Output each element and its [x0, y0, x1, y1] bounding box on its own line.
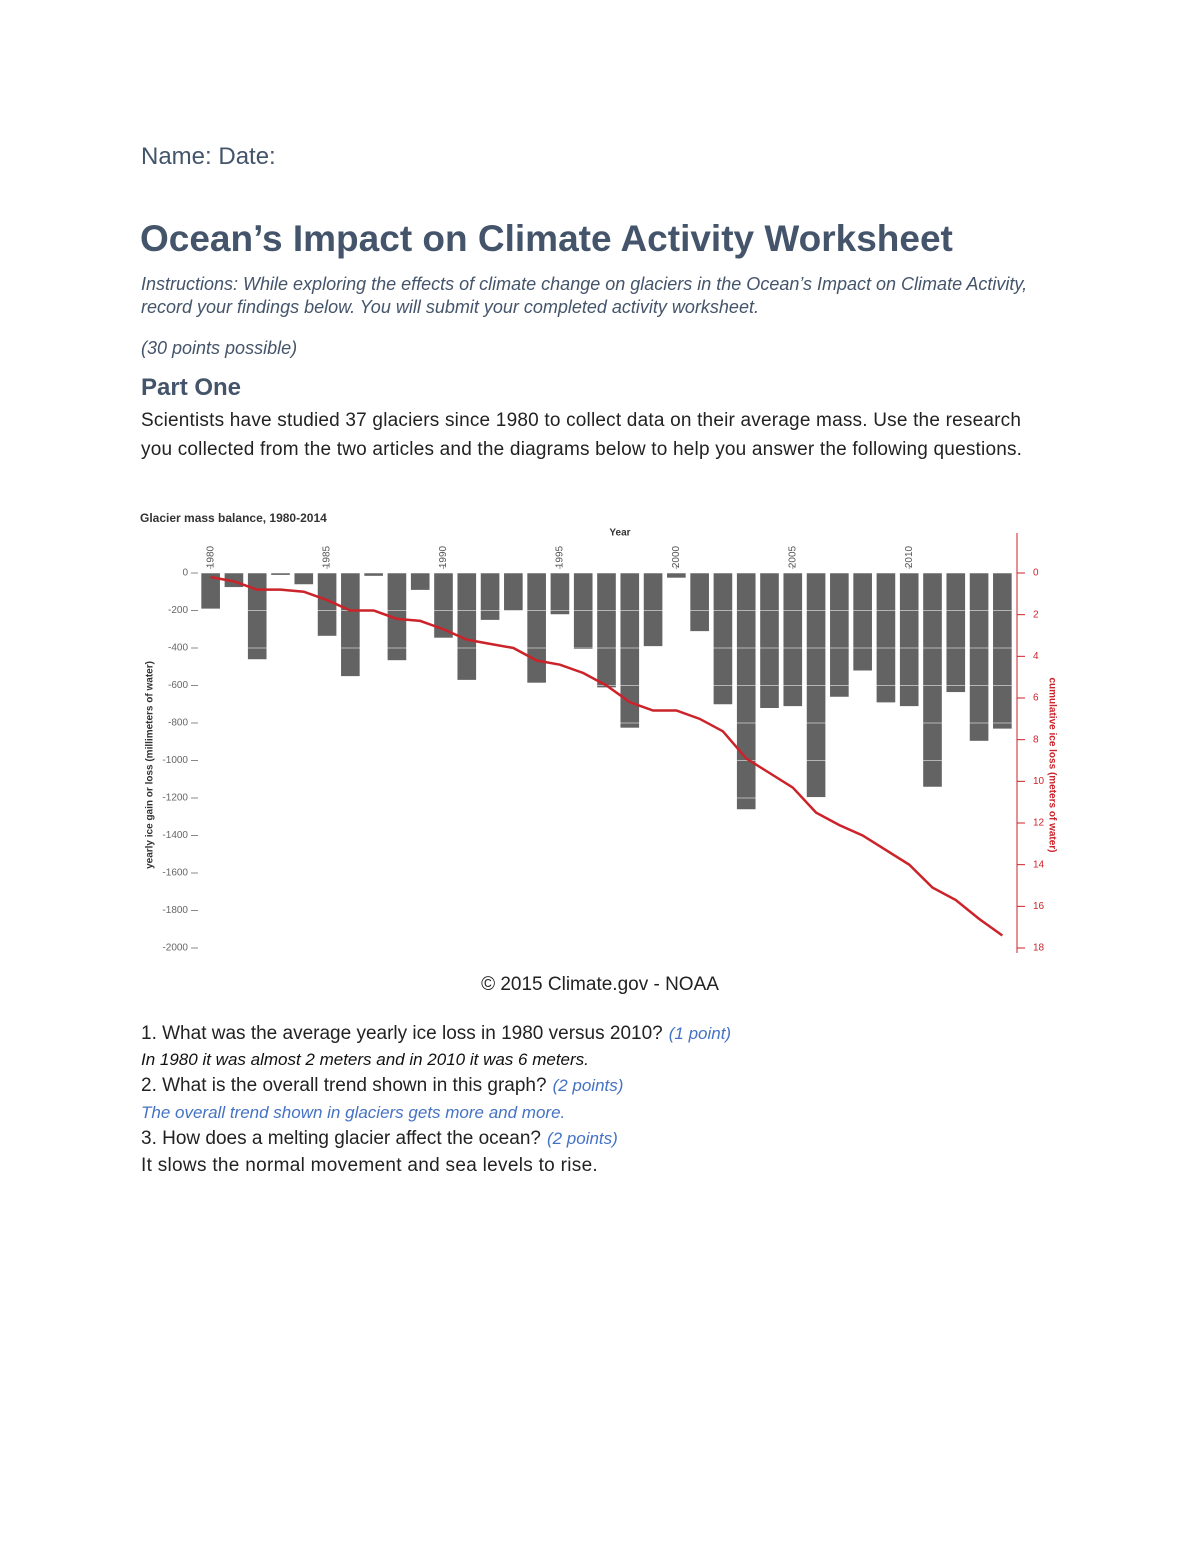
y-tick-label: -200: [168, 605, 188, 616]
x-tick-label: 1990: [438, 545, 449, 568]
bar: [713, 573, 733, 705]
bar: [783, 573, 803, 707]
bar: [573, 573, 593, 649]
y2-tick-label: 14: [1033, 859, 1045, 870]
bar: [736, 573, 756, 810]
bar: [667, 573, 686, 578]
points-possible: (30 points possible): [141, 338, 298, 358]
bar: [550, 573, 570, 615]
bar: [690, 573, 709, 632]
x-tick-label: 1980: [205, 545, 216, 568]
question-points: (2 points): [552, 1076, 624, 1095]
bar: [341, 573, 360, 677]
y2-tick-label: 2: [1033, 609, 1039, 620]
bar: [410, 573, 430, 590]
bar: [946, 573, 966, 693]
y2-tick-label: 8: [1033, 734, 1039, 745]
y-axis-title: yearly ice gain or loss (millimeters of …: [145, 661, 156, 869]
title: Ocean’s Impact on Climate Activity Works…: [140, 218, 953, 259]
question: 3. How does a melting glacier affect the…: [141, 1128, 618, 1150]
instructions: Instructions: While exploring the effect…: [141, 274, 1028, 317]
question: 1. What was the average yearly ice loss …: [141, 1023, 731, 1045]
y2-tick-label: 18: [1033, 943, 1045, 954]
y-tick-label: -1800: [162, 905, 188, 916]
bar: [620, 573, 640, 728]
bar: [830, 573, 849, 697]
question-text: 2. What is the overall trend shown in th…: [141, 1075, 547, 1096]
name-date: Name: Date:: [141, 143, 276, 170]
x-tick-label: 2000: [671, 545, 682, 568]
bar: [504, 573, 523, 611]
y2-tick-label: 16: [1033, 901, 1045, 912]
x-axis-title: Year: [609, 528, 630, 539]
paragraph: Scientists have studied 37 glaciers sinc…: [141, 410, 1023, 460]
answer: In 1980 it was almost 2 meters and in 20…: [141, 1050, 589, 1069]
bar: [294, 573, 314, 585]
answer: It slows the normal movement and sea lev…: [141, 1155, 599, 1176]
bar: [480, 573, 500, 620]
question-text: 3. How does a melting glacier affect the…: [141, 1128, 541, 1149]
question-text: 1. What was the average yearly ice loss …: [141, 1023, 663, 1044]
bar: [760, 573, 779, 708]
y-tick-label: -1200: [162, 793, 188, 804]
bar: [247, 573, 267, 660]
y2-axis-title: cumulative ice loss (meters of water): [1046, 677, 1057, 852]
bar: [364, 573, 383, 576]
bar: [271, 573, 290, 575]
chart: Glacier mass balance, 1980-2014 Year yearl…: [140, 511, 1057, 954]
section-heading: Part One: [141, 374, 242, 401]
bar: [457, 573, 477, 680]
bar: [806, 573, 826, 798]
y2-tick-label: 12: [1033, 818, 1045, 829]
y-tick-label: -1600: [162, 868, 188, 879]
caption: © 2015 Climate.gov - NOAA: [481, 974, 719, 995]
y-tick-label: -2000: [162, 943, 188, 954]
line: [210, 575, 1004, 937]
question: 2. What is the overall trend shown in th…: [141, 1075, 623, 1097]
y-tick-label: -600: [168, 680, 188, 691]
x-tick-label: 2010: [904, 545, 915, 568]
x-tick-label: 2005: [787, 545, 798, 568]
bar: [853, 573, 872, 671]
x-tick-label: 1995: [555, 545, 566, 568]
question-points: (1 point): [668, 1024, 732, 1043]
bar: [317, 573, 337, 636]
y-tick-label: -1400: [162, 830, 188, 841]
bar: [969, 573, 989, 741]
chart-title: Glacier mass balance, 1980-2014: [140, 511, 327, 525]
y2-tick-label: 0: [1033, 568, 1039, 579]
y2-tick-label: 6: [1033, 693, 1039, 704]
bar: [597, 573, 616, 688]
bar: [201, 573, 220, 609]
bar: [434, 573, 453, 638]
answer: The overall trend shown in glaciers gets…: [141, 1103, 566, 1122]
x-tick-label: 1985: [322, 545, 333, 568]
bar: [643, 573, 663, 647]
y2-tick-label: 10: [1033, 776, 1045, 787]
bar: [527, 573, 546, 683]
y-tick-label: -400: [168, 643, 188, 654]
bar: [993, 573, 1012, 729]
bar: [387, 573, 407, 661]
y2-tick-label: 4: [1033, 651, 1039, 662]
bar: [923, 573, 942, 787]
question-points: (2 points): [546, 1129, 618, 1148]
bar: [876, 573, 896, 703]
y-tick-label: 0: [182, 568, 188, 579]
y-tick-label: -1000: [162, 755, 188, 766]
bar: [899, 573, 919, 707]
y-tick-label: -800: [168, 718, 188, 729]
